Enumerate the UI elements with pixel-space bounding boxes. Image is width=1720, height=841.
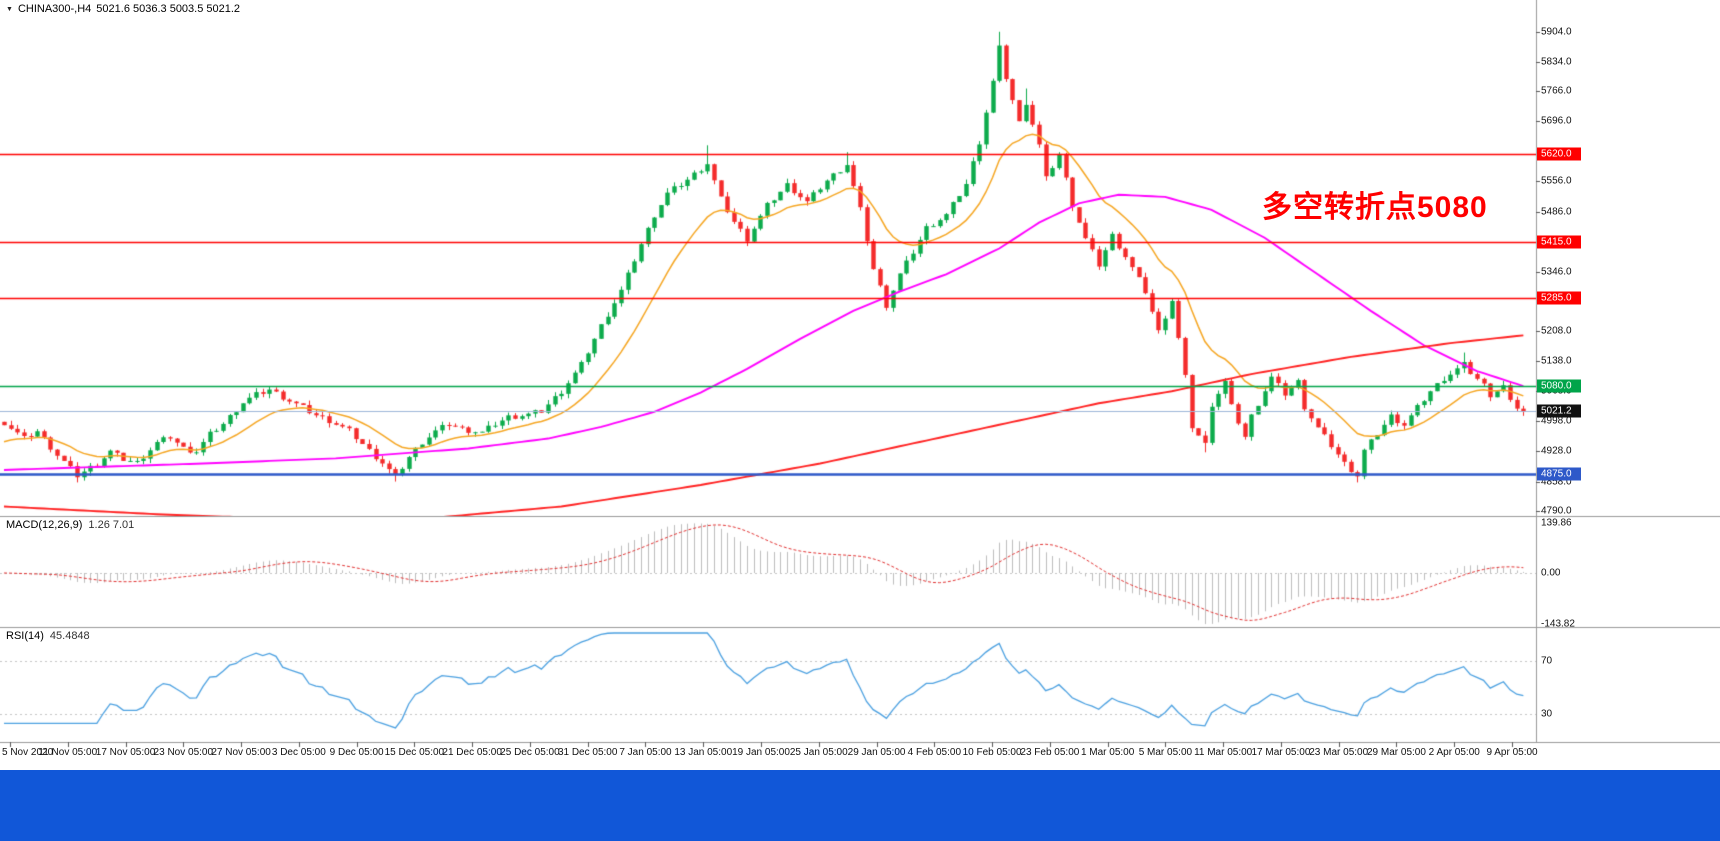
price-tick-label: 5766.0 [1541,85,1572,97]
rsi-values: 45.4848 [49,630,90,642]
date-label: 23 Nov 05:00 [153,747,214,758]
macd-scale-label: 139.86 [1541,517,1572,529]
date-label: 29 Mar 05:00 [1367,747,1426,758]
date-label: 27 Nov 05:00 [211,747,271,758]
date-label: 7 Jan 05:00 [619,747,672,758]
date-label: 15 Dec 05:00 [384,747,445,758]
date-label: 25 Dec 05:00 [500,747,560,758]
date-label: 1 Mar 05:00 [1080,747,1135,758]
price-tick-label: 4998.0 [1541,415,1572,427]
triangle-down-icon: ▼ [6,5,13,13]
rsi-scale-label: 70 [1541,655,1553,666]
macd-title: MACD(12,26,9) [6,519,83,531]
date-label: 5 Mar 05:00 [1138,747,1193,758]
date-label: 11 Nov 05:00 [38,747,98,758]
price-tick-label: 4928.0 [1541,445,1572,457]
date-label: 9 Apr 05:00 [1486,747,1538,758]
price-badge: 5620.0 [1537,147,1581,161]
date-label: 4 Feb 05:00 [907,747,961,758]
date-label: 3 Dec 05:00 [271,747,326,758]
rsi-title: RSI(14) [6,630,44,642]
date-label: 2 Apr 05:00 [1428,747,1480,758]
price-tick-label: 5904.0 [1541,26,1572,38]
date-label: 13 Jan 05:00 [674,747,733,758]
price-chart-canvas[interactable] [0,0,1720,770]
price-badge: 5285.0 [1537,291,1581,305]
price-tick-label: 5834.0 [1541,56,1572,68]
macd-panel-label: MACD(12,26,9) 1.26 7.01 [6,519,134,531]
price-tick-label: 5346.0 [1541,266,1572,278]
price-tick-label: 5138.0 [1541,355,1572,367]
macd-values: 1.26 7.01 [88,519,135,531]
date-label: 17 Nov 05:00 [95,747,156,758]
date-label: 23 Feb 05:00 [1020,747,1080,758]
bottom-bar [0,770,1720,841]
price-scale[interactable] [1536,0,1720,742]
date-label: 23 Mar 05:00 [1309,747,1369,758]
price-tick-label: 4858.0 [1541,476,1572,488]
date-label: 9 Dec 05:00 [329,747,384,758]
macd-scale-label: -143.82 [1541,618,1575,630]
rsi-panel-label: RSI(14) 45.4848 [6,630,90,642]
price-tick-label: 5486.0 [1541,206,1572,218]
date-label: 19 Jan 05:00 [732,747,790,758]
rsi-scale-label: 30 [1541,708,1553,719]
price-badge: 4875.0 [1537,467,1581,481]
price-tick-label: 5208.0 [1541,325,1572,337]
price-badge: 5021.2 [1537,404,1581,418]
price-tick-label: 4790.0 [1541,505,1572,517]
symbol-header: ▼ CHINA300-,H4 5021.6 5036.3 5003.5 5021… [6,3,240,15]
date-label: 11 Mar 05:00 [1194,747,1253,758]
price-tick-label: 5696.0 [1541,115,1572,127]
symbol-timeframe-label: CHINA300-,H4 [17,3,92,15]
date-label: 17 Mar 05:00 [1251,747,1311,758]
price-badge: 5080.0 [1537,379,1581,393]
chinese-annotation-text: 多空转折点5080 [1262,191,1488,224]
date-label: 29 Jan 05:00 [847,747,906,758]
date-label: 21 Dec 05:00 [442,747,502,758]
ohlc-values: 5021.6 5036.3 5003.5 5021.2 [96,3,241,15]
price-tick-label: 5556.0 [1541,175,1572,187]
date-label: 10 Feb 05:00 [962,747,1022,758]
price-badge: 5415.0 [1537,235,1581,249]
date-label: 5 Nov 2020 [2,747,54,758]
date-label: 25 Jan 05:00 [789,747,848,758]
date-label: 31 Dec 05:00 [557,747,618,758]
macd-scale-label: 0.00 [1541,567,1561,579]
